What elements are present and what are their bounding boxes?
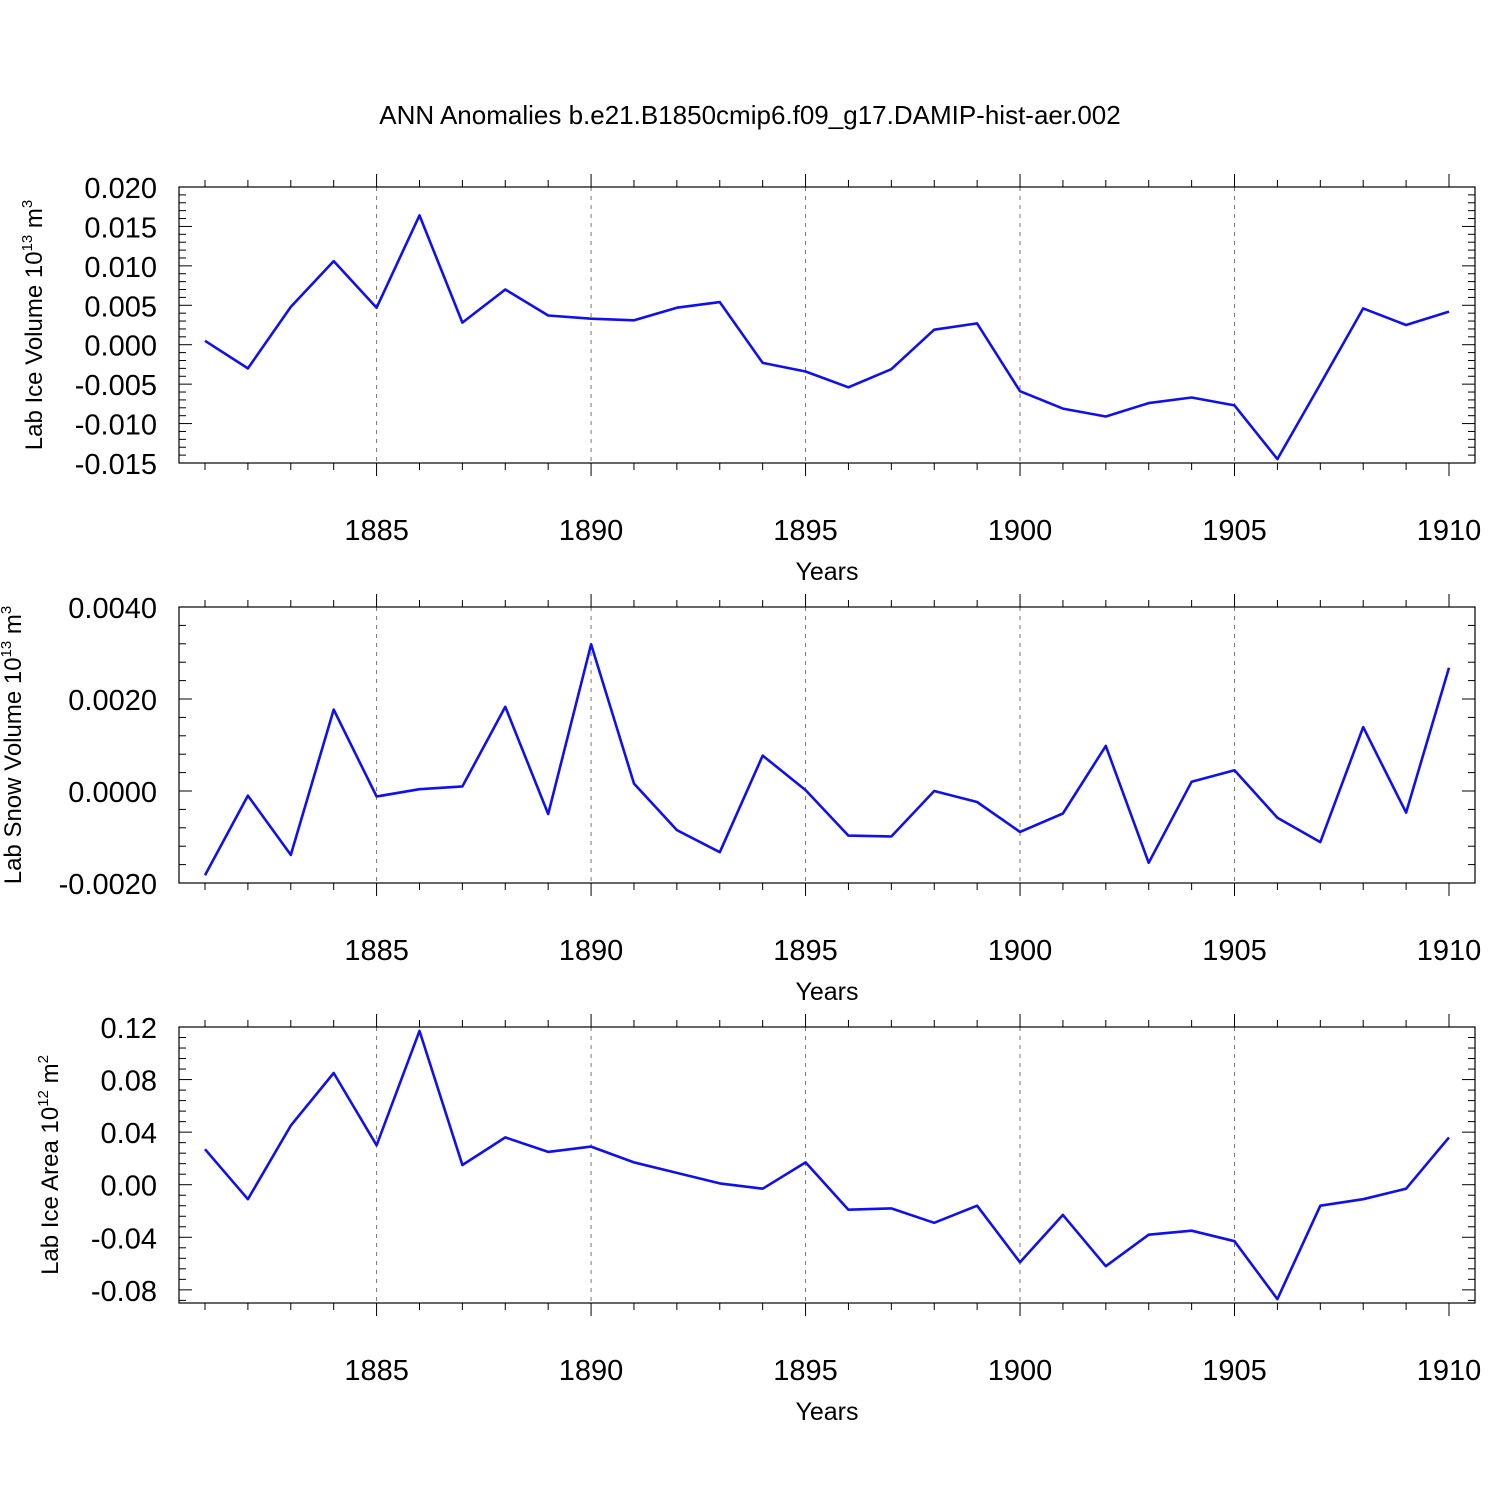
x-tick-label: 1905	[1202, 935, 1267, 967]
y-tick-label: 0.005	[84, 291, 157, 323]
y-tick-label: -0.010	[75, 410, 157, 442]
x-tick-label: 1900	[988, 1355, 1053, 1387]
y-tick-label: 0.015	[84, 212, 157, 244]
y-tick-label: -0.08	[91, 1276, 157, 1308]
series-line	[203, 642, 1451, 876]
y-tick-label: -0.0020	[59, 869, 157, 901]
y-axis-label: Lab Ice Area 1012 m2	[35, 1055, 64, 1275]
x-tick-label: 1890	[559, 935, 624, 967]
y-axis-label: Lab Snow Volume 1013 m3	[0, 606, 27, 885]
x-tick-label: 1905	[1202, 1355, 1267, 1387]
x-tick-label: 1910	[1417, 935, 1482, 967]
x-tick-label: 1890	[559, 515, 624, 547]
plot-frame	[178, 606, 1476, 884]
series-line	[204, 1029, 1450, 1301]
y-tick-label: 0.00	[101, 1171, 157, 1203]
x-tick-label: 1895	[773, 1355, 838, 1387]
y-tick-label: -0.015	[75, 449, 157, 481]
x-axis-label: Years	[795, 1398, 858, 1426]
panel-3: -0.08 -0.04 0.00 0.04 0.08 0.12 1885 1890 1895 19…	[35, 1013, 1481, 1426]
plot-frame	[178, 186, 1476, 464]
y-tick-label: -0.04	[91, 1223, 157, 1255]
series-line	[204, 214, 1450, 461]
y-tick-label: -0.005	[75, 370, 157, 402]
y-axis-label: Lab Ice Volume 1013 m3	[19, 200, 48, 451]
y-tick-label: 0.04	[101, 1118, 157, 1150]
x-tick-label: 1895	[773, 515, 838, 547]
x-tick-label: 1910	[1417, 1355, 1482, 1387]
x-tick-label: 1885	[344, 515, 409, 547]
panel-2: -0.0020 0.0000 0.0020 0.0040 1885 1890 1895 190…	[0, 593, 1481, 1006]
x-tick-label: 1885	[344, 935, 409, 967]
y-tick-label: 0.0040	[68, 593, 157, 625]
x-tick-label: 1900	[988, 935, 1053, 967]
x-tick-label: 1885	[344, 1355, 409, 1387]
x-tick-label: 1900	[988, 515, 1053, 547]
y-tick-label: 0.12	[101, 1013, 157, 1045]
x-tick-label: 1890	[559, 1355, 624, 1387]
x-tick-label: 1895	[773, 935, 838, 967]
x-axis-label: Years	[795, 558, 858, 586]
y-tick-label: 0.08	[101, 1066, 157, 1098]
y-tick-label: 0.000	[84, 331, 157, 363]
y-tick-label: 0.020	[84, 173, 157, 205]
x-tick-label: 1905	[1202, 515, 1267, 547]
plot-frame	[178, 1026, 1476, 1304]
x-axis-label: Years	[795, 978, 858, 1006]
y-tick-label: 0.0020	[68, 685, 157, 717]
x-tick-label: 1910	[1417, 515, 1482, 547]
figure-title: ANN Anomalies b.e21.B1850cmip6.f09_g17.D…	[379, 100, 1120, 130]
panel-1: -0.015 -0.010 -0.005 0.000 0.005 0.010 0.015 0.…	[19, 173, 1481, 586]
y-tick-label: 0.0000	[68, 777, 157, 809]
y-tick-label: 0.010	[84, 252, 157, 284]
